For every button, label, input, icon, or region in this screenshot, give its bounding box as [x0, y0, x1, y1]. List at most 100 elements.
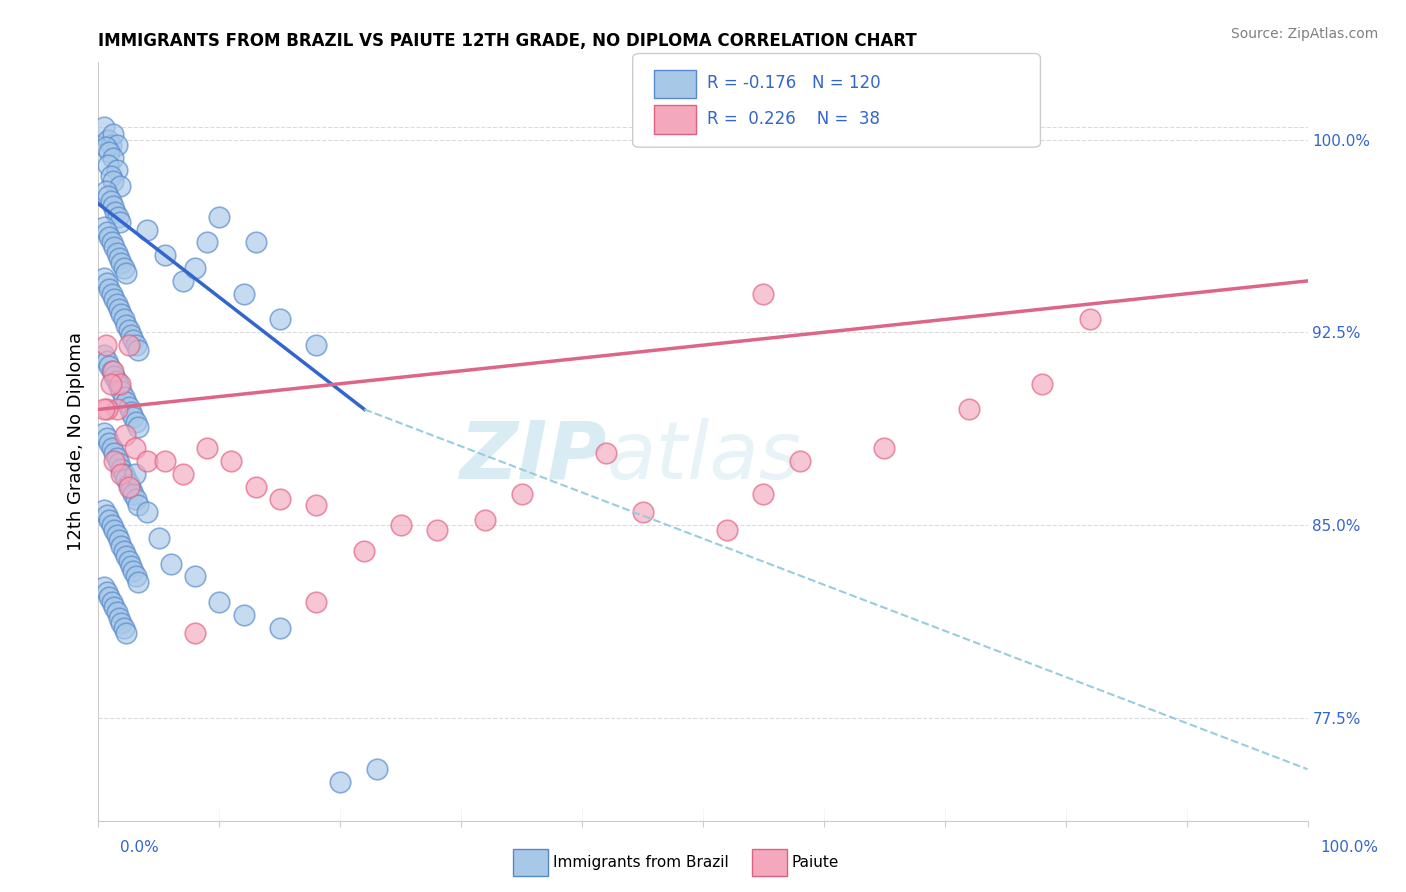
Point [184, 261, 207, 276]
Point [160, 557, 183, 571]
Point [221, 454, 243, 468]
Point [114, 428, 136, 442]
Point [195, 441, 218, 455]
Point [93, 120, 115, 134]
Point [120, 405, 142, 419]
Point [98, 590, 121, 604]
Point [101, 151, 124, 165]
Point [101, 364, 124, 378]
Point [118, 323, 141, 337]
Point [752, 286, 775, 301]
Point [105, 528, 128, 542]
Point [122, 487, 145, 501]
Point [789, 454, 811, 468]
Point [353, 543, 375, 558]
Point [93, 348, 115, 362]
Point [115, 626, 138, 640]
Point [104, 204, 127, 219]
Point [100, 518, 122, 533]
Point [101, 174, 124, 188]
Point [108, 178, 131, 193]
Point [118, 477, 141, 491]
Point [93, 580, 115, 594]
Point [127, 420, 149, 434]
Y-axis label: 12th Grade, No Diploma: 12th Grade, No Diploma [66, 332, 84, 551]
Point [93, 219, 115, 234]
Point [105, 402, 128, 417]
Point [125, 338, 148, 352]
Point [93, 425, 115, 440]
Point [269, 312, 291, 326]
Point [873, 441, 896, 455]
Point [135, 454, 157, 468]
Point [100, 376, 122, 391]
Point [122, 565, 145, 579]
Point [110, 539, 132, 553]
Text: Immigrants from Brazil: Immigrants from Brazil [553, 855, 728, 870]
Point [108, 376, 131, 391]
Point [112, 621, 135, 635]
Point [153, 454, 176, 468]
Point [110, 461, 132, 475]
Point [115, 266, 138, 280]
Point [366, 762, 388, 776]
Point [110, 615, 132, 630]
Point [120, 327, 142, 342]
Point [96, 277, 118, 291]
Point [100, 194, 122, 209]
Text: 0.0%: 0.0% [120, 840, 159, 855]
Point [100, 441, 122, 455]
Point [752, 487, 775, 501]
Point [120, 482, 142, 496]
Point [108, 215, 131, 229]
Point [108, 610, 131, 624]
Point [112, 390, 135, 404]
Point [232, 607, 254, 622]
Point [93, 502, 115, 516]
Point [115, 318, 138, 332]
Text: Paiute: Paiute [792, 855, 839, 870]
Point [269, 492, 291, 507]
Point [96, 508, 118, 522]
Point [122, 410, 145, 425]
Point [97, 189, 120, 203]
Point [125, 492, 148, 507]
Point [110, 467, 132, 481]
Text: R =  0.226    N =  38: R = 0.226 N = 38 [707, 110, 880, 128]
Point [110, 256, 132, 270]
Point [184, 626, 207, 640]
Point [98, 145, 121, 160]
Point [118, 338, 141, 352]
Point [105, 163, 128, 178]
Point [108, 456, 131, 470]
Point [208, 210, 231, 224]
Point [100, 169, 122, 183]
Point [105, 245, 128, 260]
Point [148, 531, 170, 545]
Point [96, 353, 118, 368]
Point [118, 554, 141, 568]
Point [100, 235, 122, 250]
Point [115, 472, 138, 486]
Point [94, 184, 117, 198]
Point [716, 523, 738, 537]
Point [127, 574, 149, 589]
Point [110, 307, 132, 321]
Point [232, 286, 254, 301]
Point [101, 199, 124, 213]
Point [474, 513, 496, 527]
Point [153, 248, 176, 262]
Point [98, 282, 121, 296]
Point [94, 140, 117, 154]
Point [108, 533, 131, 548]
Point [172, 467, 194, 481]
Point [127, 343, 149, 358]
Point [426, 523, 449, 537]
Point [108, 379, 131, 393]
Point [96, 225, 118, 239]
Point [108, 251, 131, 265]
Point [1078, 312, 1101, 326]
Point [100, 286, 122, 301]
Text: IMMIGRANTS FROM BRAZIL VS PAIUTE 12TH GRADE, NO DIPLOMA CORRELATION CHART: IMMIGRANTS FROM BRAZIL VS PAIUTE 12TH GR… [98, 32, 917, 50]
Point [103, 600, 125, 615]
